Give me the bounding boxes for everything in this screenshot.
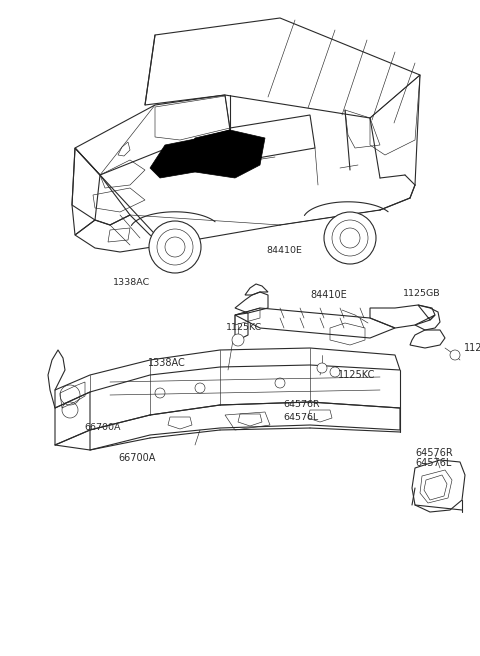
Text: 1125GB: 1125GB (403, 289, 441, 298)
Circle shape (450, 350, 460, 360)
Text: 84410E: 84410E (310, 290, 347, 300)
Circle shape (232, 334, 244, 346)
Polygon shape (185, 130, 265, 178)
Text: 1338AC: 1338AC (148, 358, 186, 368)
Text: 1125KC: 1125KC (338, 370, 375, 380)
Text: 66700A: 66700A (118, 453, 156, 463)
Polygon shape (150, 138, 200, 178)
Text: 1125GB: 1125GB (464, 343, 480, 353)
Circle shape (149, 221, 201, 273)
Text: 64576R: 64576R (283, 400, 320, 409)
Text: 66700A: 66700A (84, 423, 120, 432)
Text: 64576L: 64576L (283, 413, 318, 422)
Circle shape (317, 363, 327, 373)
Text: 84410E: 84410E (266, 246, 302, 255)
Text: 1338AC: 1338AC (113, 277, 150, 287)
Text: 1125KC: 1125KC (226, 323, 262, 333)
Text: 64576L: 64576L (415, 458, 451, 468)
Circle shape (324, 212, 376, 264)
Text: 64576R: 64576R (415, 448, 453, 458)
Circle shape (330, 367, 340, 377)
